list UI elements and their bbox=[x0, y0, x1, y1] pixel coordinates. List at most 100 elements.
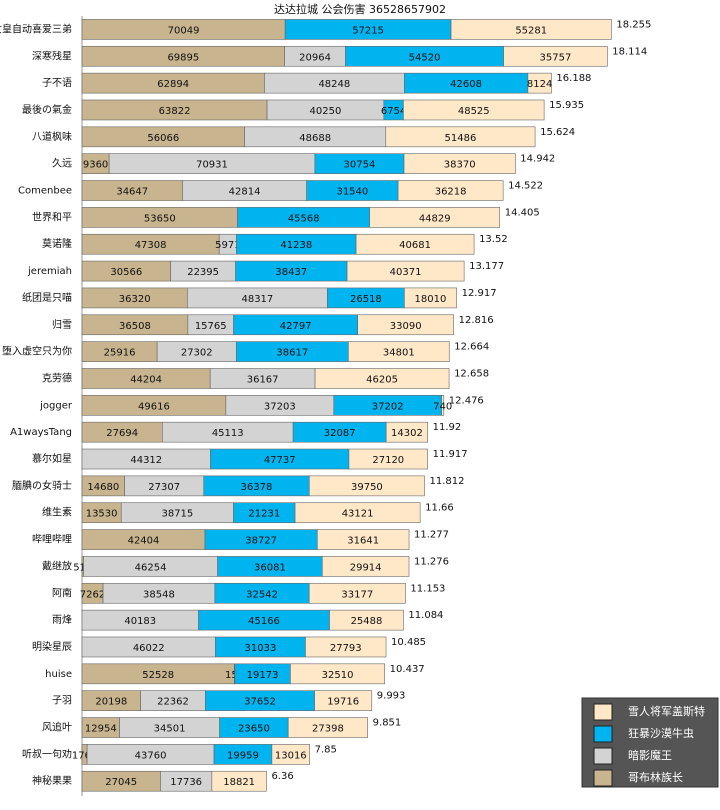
data-label: 47737 bbox=[264, 455, 296, 466]
data-label: 36320 bbox=[119, 294, 151, 305]
data-label: 14680 bbox=[87, 482, 119, 493]
legend-label: 狂暴沙漠牛虫 bbox=[628, 726, 694, 740]
data-label: 45166 bbox=[248, 616, 280, 627]
bar-segment bbox=[403, 99, 545, 121]
data-label: 5971 bbox=[215, 240, 240, 251]
data-label: 27793 bbox=[330, 643, 362, 654]
data-label: 42608 bbox=[450, 79, 482, 90]
data-label: 31641 bbox=[347, 536, 379, 547]
data-label: 18010 bbox=[415, 294, 447, 305]
total-label: 14.522 bbox=[508, 181, 543, 192]
total-label: 9.851 bbox=[373, 718, 402, 729]
y-tick-label: 子不语 bbox=[42, 77, 72, 89]
data-label: 42814 bbox=[229, 187, 261, 198]
y-tick-label: jeremiah bbox=[27, 266, 72, 277]
bar-segment bbox=[385, 126, 536, 148]
bar-segment bbox=[308, 475, 425, 497]
total-label: 12.816 bbox=[459, 315, 494, 326]
data-label: 22362 bbox=[157, 697, 189, 708]
bar-segment bbox=[357, 314, 454, 336]
y-tick-label: 风追叶 bbox=[42, 721, 72, 734]
data-label: 40371 bbox=[390, 267, 422, 278]
data-label: 63822 bbox=[159, 106, 191, 117]
y-tick-label: 堕入虚空只为你 bbox=[2, 345, 72, 358]
total-label: 11.084 bbox=[408, 610, 443, 621]
data-label: 42404 bbox=[128, 536, 160, 547]
data-label: 15765 bbox=[195, 321, 227, 332]
data-label: 33177 bbox=[341, 589, 373, 600]
data-label: 36081 bbox=[254, 562, 286, 573]
data-label: 37202 bbox=[372, 401, 404, 412]
data-label: 42797 bbox=[280, 321, 312, 332]
bar-segment bbox=[404, 287, 457, 309]
y-tick-label: 雨烽 bbox=[52, 613, 72, 626]
total-label: 18.255 bbox=[616, 19, 651, 30]
total-label: 11.812 bbox=[430, 476, 465, 487]
data-label: 43121 bbox=[342, 509, 374, 520]
bar-segment bbox=[329, 609, 404, 631]
legend-swatch bbox=[593, 703, 613, 721]
data-label: 38548 bbox=[143, 589, 175, 600]
data-label: 37203 bbox=[264, 401, 296, 412]
y-tick-label: 归雪 bbox=[52, 318, 72, 331]
bar-segment bbox=[348, 341, 450, 362]
data-label: 46254 bbox=[135, 562, 167, 573]
data-label: 62894 bbox=[157, 79, 189, 90]
data-label: 27694 bbox=[106, 428, 138, 439]
data-label: 25488 bbox=[351, 616, 383, 627]
data-label: 31033 bbox=[245, 643, 277, 654]
data-label: 25916 bbox=[104, 348, 136, 359]
data-label: 12954 bbox=[85, 724, 117, 735]
data-label: 48317 bbox=[241, 294, 273, 305]
bar-segment bbox=[290, 663, 385, 685]
bar-segment bbox=[403, 153, 516, 174]
data-label: 8124 bbox=[527, 79, 552, 90]
data-label: 18821 bbox=[223, 777, 255, 788]
data-label: 32087 bbox=[324, 428, 356, 439]
data-label: 48688 bbox=[299, 133, 331, 144]
y-tick-label: 维生素 bbox=[42, 506, 72, 519]
y-tick-label: 莫诺隆 bbox=[42, 237, 72, 250]
data-label: 13530 bbox=[86, 509, 118, 520]
total-label: 9.993 bbox=[377, 691, 406, 702]
total-label: 15.935 bbox=[549, 100, 584, 111]
data-label: 20198 bbox=[95, 697, 127, 708]
bar-segment bbox=[527, 72, 552, 94]
data-label: 35757 bbox=[540, 52, 572, 63]
y-tick-label: 子羽 bbox=[52, 695, 72, 707]
data-label: 30754 bbox=[344, 160, 376, 171]
data-label: 53650 bbox=[144, 213, 176, 224]
data-label: 40250 bbox=[310, 106, 342, 117]
data-label: 40183 bbox=[124, 616, 156, 627]
y-tick-label: 戴继放 bbox=[42, 559, 72, 572]
bar-segment bbox=[314, 690, 373, 711]
legend-swatch bbox=[593, 725, 613, 743]
bar-segment bbox=[321, 556, 410, 577]
data-label: 13016 bbox=[275, 750, 307, 761]
total-label: 13.177 bbox=[469, 261, 504, 272]
data-label: 70049 bbox=[168, 25, 200, 36]
data-label: 38617 bbox=[276, 348, 308, 359]
data-label: 27302 bbox=[181, 348, 213, 359]
data-label: 34647 bbox=[116, 187, 148, 198]
data-label: 17736 bbox=[170, 777, 202, 788]
total-label: 11.276 bbox=[414, 556, 449, 567]
legend-label: 雪人将军盖斯特 bbox=[628, 704, 705, 718]
total-label: 13.52 bbox=[479, 234, 508, 245]
data-label: 29914 bbox=[350, 562, 382, 573]
total-label: 14.405 bbox=[505, 207, 540, 218]
data-label: 740 bbox=[433, 401, 452, 412]
legend-swatch bbox=[593, 747, 613, 765]
data-label: 56066 bbox=[147, 133, 179, 144]
y-tick-label: 阿南 bbox=[52, 586, 72, 599]
data-label: 55281 bbox=[515, 25, 547, 36]
data-label: 57215 bbox=[352, 25, 384, 36]
data-label: 43760 bbox=[135, 750, 167, 761]
y-tick-label: 最後の氣金 bbox=[22, 103, 72, 116]
data-label: 19959 bbox=[227, 750, 259, 761]
bar-segment bbox=[305, 636, 387, 658]
data-label: 20964 bbox=[299, 52, 331, 63]
total-label: 12.664 bbox=[454, 342, 489, 353]
bar-segment bbox=[314, 368, 450, 389]
data-label: 41238 bbox=[280, 240, 312, 251]
